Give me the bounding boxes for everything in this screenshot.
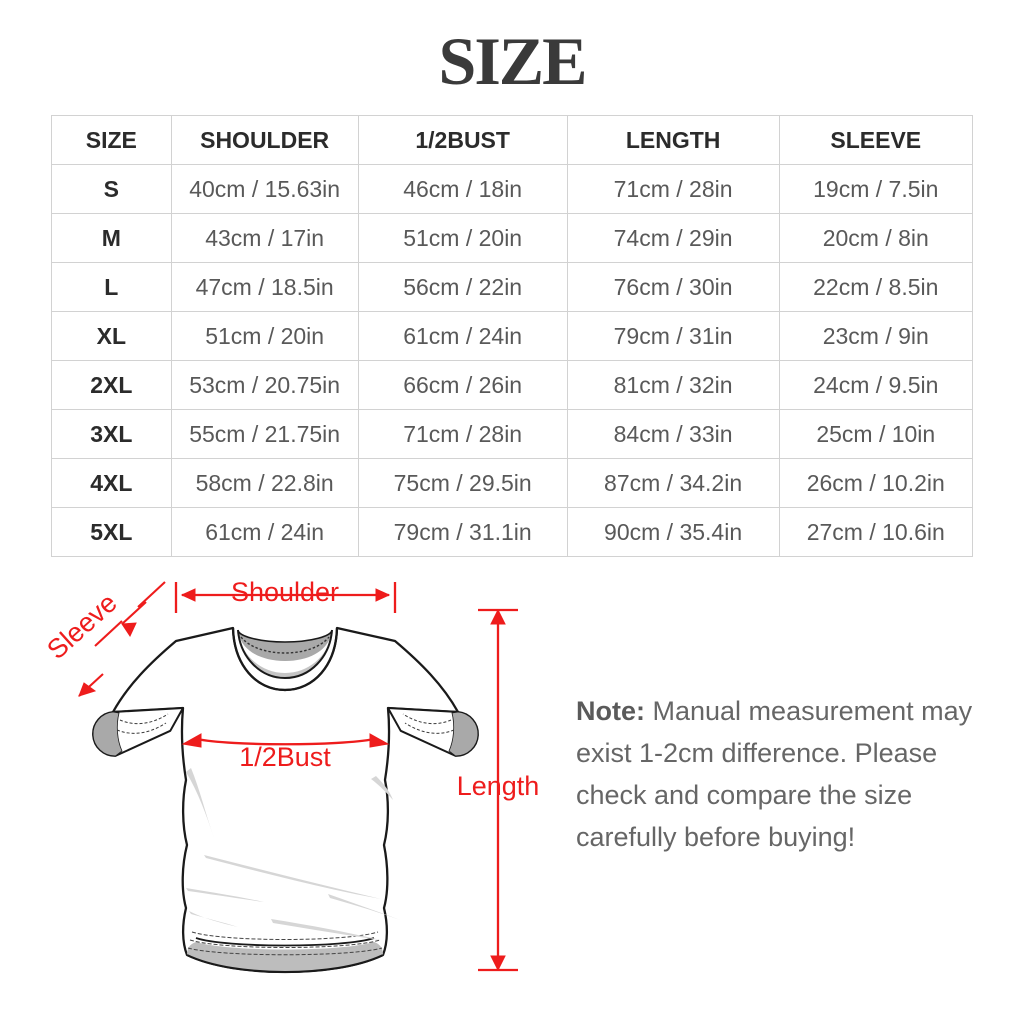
svg-text:Length: Length: [457, 771, 540, 801]
svg-text:Shoulder: Shoulder: [231, 580, 339, 607]
svg-text:Sleeve: Sleeve: [41, 588, 122, 666]
svg-text:1/2Bust: 1/2Bust: [239, 742, 331, 772]
